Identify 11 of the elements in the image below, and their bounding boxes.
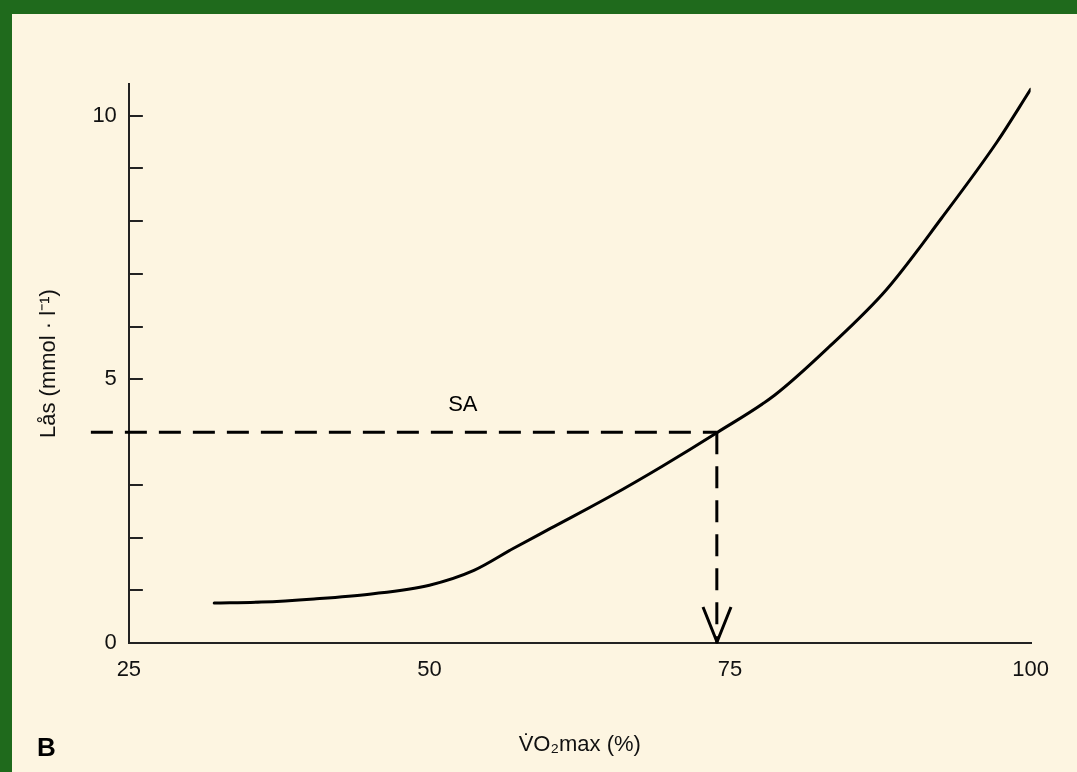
x-tick-label: 75 <box>717 656 743 682</box>
x-tick-label: 25 <box>116 656 142 682</box>
ref-line-label: SA <box>448 391 478 417</box>
x-tick-label: 100 <box>1012 656 1050 682</box>
text: B <box>37 732 56 763</box>
y-axis-title: Lås (mmol · l⁻¹) <box>35 289 61 438</box>
x-axis-title: V̇O₂max (%) <box>518 730 641 756</box>
y-tick-label: 5 <box>104 365 117 391</box>
y-tick-label: 10 <box>92 101 117 127</box>
x-tick-label: 50 <box>417 656 442 682</box>
y-tick-label: 0 <box>104 629 117 655</box>
